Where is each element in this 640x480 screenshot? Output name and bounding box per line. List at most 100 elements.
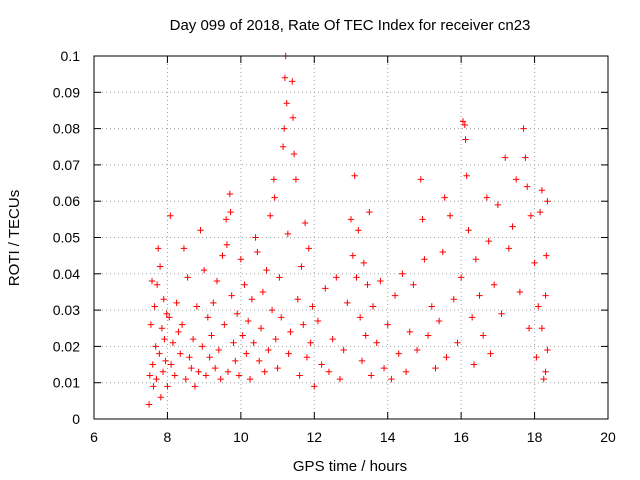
data-point — [351, 172, 358, 179]
x-tick-label: 6 — [90, 429, 98, 445]
data-point — [178, 321, 186, 328]
data-point — [166, 314, 173, 321]
data-point — [303, 354, 311, 361]
data-point — [146, 372, 154, 379]
data-point — [388, 375, 395, 383]
data-point — [450, 296, 457, 303]
data-point — [498, 310, 505, 317]
data-point — [301, 219, 309, 227]
data-point — [241, 281, 248, 288]
data-point — [213, 277, 221, 285]
data-point — [167, 361, 175, 368]
data-point — [298, 263, 305, 270]
data-point — [274, 364, 281, 372]
data-point — [217, 375, 224, 383]
data-point — [349, 252, 357, 259]
data-point — [243, 350, 250, 357]
data-point — [380, 364, 388, 372]
data-point — [169, 339, 177, 346]
data-point — [149, 361, 156, 368]
data-point — [538, 187, 546, 194]
data-point — [531, 259, 538, 267]
data-point — [520, 125, 527, 132]
y-tick-label: 0.1 — [61, 48, 81, 64]
data-point — [230, 339, 237, 346]
data-point — [525, 325, 533, 332]
data-point — [364, 281, 371, 288]
data-point — [252, 234, 259, 241]
data-point — [256, 357, 263, 365]
data-point — [210, 299, 217, 307]
data-point — [543, 252, 550, 259]
data-point — [232, 357, 239, 365]
data-point — [344, 299, 351, 307]
data-point — [233, 310, 241, 317]
data-point — [200, 266, 208, 274]
data-point — [167, 212, 174, 219]
data-point — [336, 375, 344, 383]
data-point — [454, 339, 461, 346]
data-point — [432, 364, 439, 372]
data-point — [263, 266, 270, 274]
data-point — [182, 375, 189, 383]
data-point — [391, 292, 399, 299]
data-point — [289, 78, 296, 85]
data-point — [362, 332, 369, 339]
data-point — [544, 346, 551, 354]
data-point — [347, 216, 355, 223]
data-point — [156, 263, 164, 270]
data-point — [509, 223, 516, 230]
data-point — [261, 368, 268, 376]
grid-lines — [94, 56, 608, 419]
data-point — [536, 208, 544, 216]
x-tick-label: 10 — [233, 429, 249, 445]
data-point — [259, 288, 267, 296]
data-point — [283, 99, 290, 107]
data-point — [155, 245, 162, 252]
data-point — [175, 328, 182, 336]
data-point — [153, 375, 160, 383]
data-point — [483, 194, 491, 201]
data-point — [206, 354, 213, 361]
data-point — [180, 245, 188, 252]
data-point — [223, 241, 231, 248]
data-point — [184, 274, 191, 281]
data-point — [197, 227, 204, 234]
data-point — [485, 237, 492, 245]
y-tick-label: 0.08 — [53, 121, 80, 137]
data-point — [439, 248, 446, 256]
data-point — [333, 274, 340, 281]
data-point — [163, 310, 170, 317]
data-point — [202, 372, 210, 379]
data-point — [188, 364, 195, 372]
x-tick-label: 8 — [164, 429, 172, 445]
data-point — [215, 346, 223, 354]
data-point — [527, 212, 535, 219]
data-point — [516, 288, 524, 296]
data-point — [533, 354, 540, 361]
y-tick-label: 0.09 — [53, 84, 80, 100]
y-tick-label: 0 — [72, 411, 80, 427]
data-point — [281, 74, 289, 81]
data-point — [270, 176, 278, 183]
data-point — [158, 325, 166, 332]
data-point — [226, 190, 234, 198]
data-point — [542, 368, 549, 376]
data-point — [457, 274, 465, 281]
data-point — [159, 368, 167, 376]
data-point — [524, 183, 531, 190]
data-point — [284, 230, 292, 238]
data-point — [267, 212, 274, 219]
data-point — [443, 354, 450, 361]
y-axis-title: ROTI / TECUs — [6, 190, 23, 286]
data-point — [287, 328, 294, 336]
data-point — [300, 321, 307, 328]
data-point — [366, 208, 373, 216]
data-point — [470, 361, 478, 368]
data-point — [502, 154, 509, 161]
data-point — [271, 194, 278, 201]
data-point — [147, 321, 155, 328]
data-point — [285, 350, 292, 357]
data-points — [145, 52, 551, 408]
